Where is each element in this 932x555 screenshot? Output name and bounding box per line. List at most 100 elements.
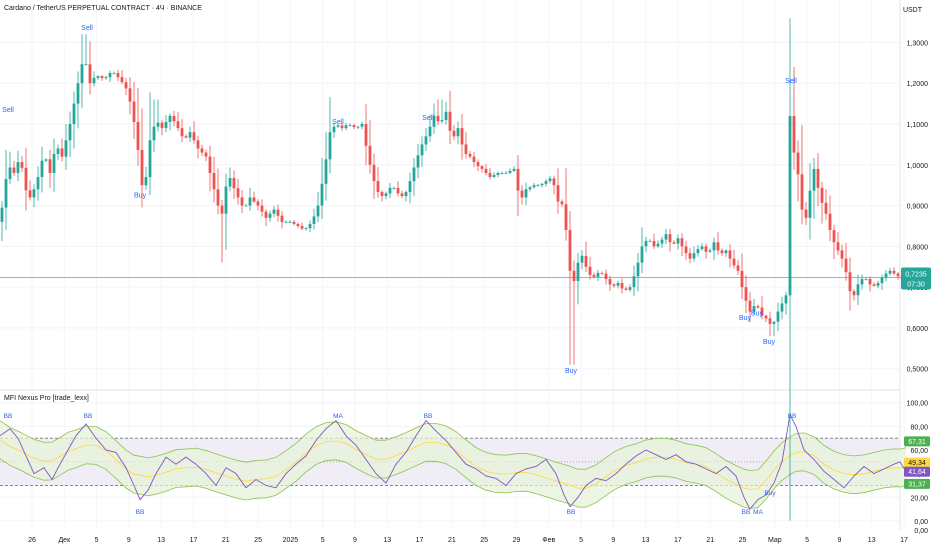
candle-body — [356, 126, 360, 128]
time-tick-label: 5 — [321, 537, 325, 544]
candle-body — [24, 167, 28, 191]
candle-body — [500, 172, 504, 174]
candle-body — [852, 291, 856, 296]
candle-body — [216, 189, 220, 206]
candle-body — [336, 125, 340, 127]
candle-body — [248, 197, 252, 206]
candle-body — [848, 272, 852, 292]
candle-body — [200, 148, 204, 153]
candle-body — [32, 189, 36, 198]
candle-body — [252, 197, 256, 202]
candle-body — [760, 307, 764, 316]
indicator-upper-band — [0, 420, 907, 472]
candle-body — [76, 83, 80, 104]
buy-signal-label: Buy — [763, 339, 776, 346]
candle-body — [600, 272, 604, 274]
time-tick-label: 2025 — [283, 537, 299, 544]
candle-body — [332, 126, 336, 133]
candle-body — [892, 270, 896, 274]
candle-body — [580, 255, 584, 263]
time-tick-label: Фев — [542, 537, 555, 544]
time-tick-label: 9 — [127, 537, 131, 544]
candle-body — [380, 191, 384, 197]
indicator-signal-label: MA — [333, 413, 343, 420]
candle-body — [772, 321, 776, 324]
candle-body — [472, 156, 476, 163]
time-tick-label: 21 — [706, 537, 714, 544]
time-tick-label: Дек — [58, 537, 71, 544]
candle-body — [624, 288, 628, 290]
candle-body — [860, 278, 864, 285]
candle-body — [552, 178, 556, 186]
candle-body — [512, 168, 516, 171]
indicator-tick-label: 0,00 — [914, 519, 928, 526]
candle-body — [744, 287, 748, 301]
candle-body — [236, 188, 240, 198]
time-tick-label: 25 — [254, 537, 262, 544]
candle-body — [520, 190, 524, 198]
candle-body — [0, 207, 4, 222]
candle-body — [868, 278, 872, 285]
candle-body — [400, 193, 404, 197]
time-tick-label: 5 — [95, 537, 99, 544]
candle-body — [708, 250, 712, 252]
candle-body — [464, 144, 468, 154]
indicator-value-text: 31,37 — [908, 481, 926, 488]
candle-body — [196, 140, 200, 149]
last-price-value: 0,7235 — [905, 272, 927, 279]
candle-body — [352, 125, 356, 128]
time-tick-label: 21 — [448, 537, 456, 544]
time-tick-label: 26 — [28, 537, 36, 544]
candle-body — [224, 186, 228, 214]
candle-body — [880, 277, 884, 284]
time-tick-label: 29 — [513, 537, 521, 544]
candle-body — [148, 140, 152, 178]
candle-body — [776, 311, 780, 322]
candle-body — [360, 124, 364, 127]
candle-body — [592, 274, 596, 277]
candle-body — [480, 166, 484, 169]
candle-body — [268, 213, 272, 218]
candle-body — [660, 239, 664, 244]
candle-body — [128, 88, 132, 102]
candle-body — [340, 125, 344, 129]
candle-body — [780, 303, 784, 312]
candle-body — [68, 124, 72, 141]
candle-body — [120, 77, 124, 83]
time-tick-label: 9 — [837, 537, 841, 544]
candle-body — [752, 306, 756, 312]
indicator-title[interactable]: MFI Nexus Pro [trade_lexx] — [4, 395, 89, 402]
candle-body — [488, 172, 492, 178]
candle-body — [208, 156, 212, 173]
candle-body — [756, 306, 760, 308]
candle-body — [292, 221, 296, 224]
candle-body — [672, 242, 676, 244]
candle-body — [376, 181, 380, 192]
candle-body — [484, 168, 488, 173]
candle-body — [192, 132, 196, 141]
candle-body — [840, 250, 844, 259]
candle-body — [700, 246, 704, 250]
candle-body — [28, 190, 32, 198]
candle-body — [40, 160, 44, 178]
candle-body — [820, 187, 824, 203]
time-tick-label: 13 — [383, 537, 391, 544]
candle-body — [188, 132, 192, 138]
candle-body — [876, 283, 880, 286]
candle-body — [548, 178, 552, 182]
candle-body — [628, 287, 632, 290]
candle-body — [280, 215, 284, 222]
candle-body — [20, 162, 24, 168]
candle-body — [688, 253, 692, 259]
candle-body — [684, 246, 688, 254]
time-axis[interactable]: 26 Дек 5 9 13 17 21 25 2025 5 9 13 17 21 25 29 Фев 5 9 13 17… — [28, 537, 908, 544]
candle-body — [712, 242, 716, 251]
candle-body — [344, 125, 348, 129]
time-tick-label: 5 — [805, 537, 809, 544]
candle-body — [12, 167, 16, 173]
candle-body — [492, 174, 496, 178]
candle-body — [452, 130, 456, 137]
